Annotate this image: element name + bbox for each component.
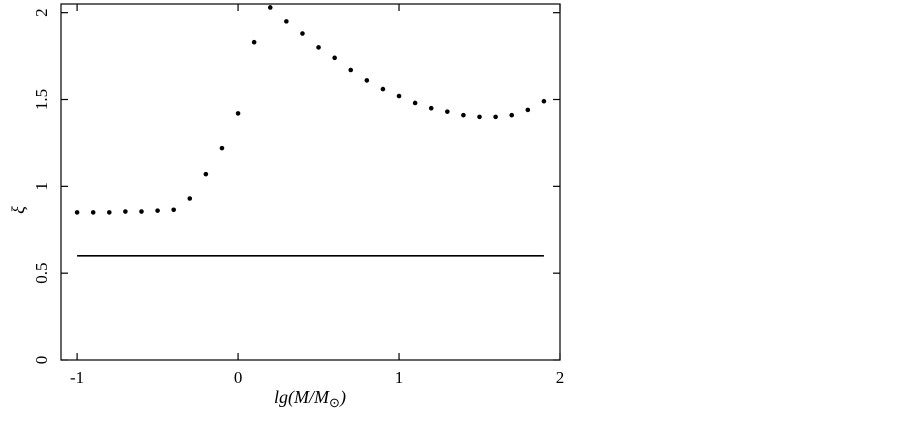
data-point — [171, 207, 176, 213]
data-point — [316, 45, 321, 50]
y-tick-label: 2 — [32, 8, 51, 16]
data-point — [412, 100, 418, 106]
data-point — [493, 114, 498, 120]
y-axis-title: ξ — [8, 206, 28, 214]
tick-labels: -1 0 1 2 0 0.5 1 1.5 2 — [32, 8, 564, 387]
x-tick-label: 2 — [556, 368, 565, 387]
x-tick-label: 0 — [234, 368, 243, 387]
point-series — [74, 5, 547, 215]
data-point — [396, 93, 402, 99]
axis-ticks — [61, 4, 561, 361]
data-point — [106, 210, 112, 215]
data-point — [461, 112, 466, 118]
plot-frame — [60, 3, 561, 361]
data-point — [139, 209, 144, 214]
x-axis-title: lg(M/M⊙) — [274, 387, 346, 410]
data-point — [332, 55, 337, 61]
data-point — [380, 86, 386, 92]
data-point — [155, 208, 160, 213]
data-point — [348, 67, 354, 73]
data-point — [123, 209, 128, 214]
x-tick-label: -1 — [70, 368, 84, 387]
data-point — [525, 107, 531, 113]
y-tick-label: 0 — [32, 356, 51, 365]
data-point — [428, 105, 434, 111]
y-tick-label: 0.5 — [32, 263, 51, 284]
data-point — [219, 145, 225, 151]
data-point — [445, 109, 450, 114]
data-point — [364, 78, 370, 83]
data-point — [477, 114, 482, 120]
data-point — [251, 39, 257, 45]
data-point — [203, 171, 209, 177]
data-point — [90, 210, 96, 215]
y-tick-label: 1.5 — [32, 89, 51, 110]
y-tick-label: 1 — [32, 182, 51, 191]
data-point — [235, 111, 241, 116]
data-point — [284, 19, 289, 24]
x-tick-label: 1 — [395, 368, 404, 387]
data-point — [187, 196, 193, 201]
data-point — [300, 31, 305, 36]
data-point — [74, 210, 80, 215]
data-point — [509, 112, 515, 118]
data-point — [267, 5, 273, 10]
data-point — [541, 98, 547, 104]
